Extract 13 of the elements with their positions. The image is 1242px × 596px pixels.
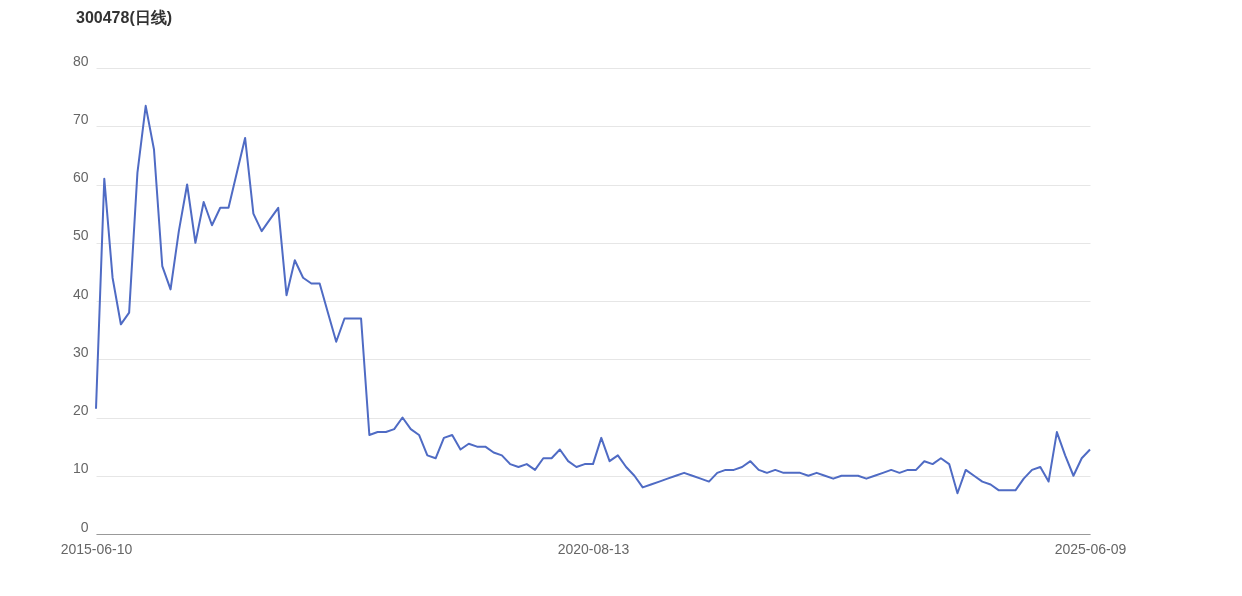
y-tick-label: 40 [72,285,89,302]
y-tick-label: 50 [72,227,89,244]
x-tick-label: 2020-08-13 [557,540,630,557]
y-tick-label: 60 [72,169,89,185]
y-tick-label: 80 [72,52,89,69]
y-tick-label: 20 [72,402,89,418]
y-tick-label: 30 [72,343,89,360]
chart-title: 300478(日线) [76,9,173,26]
x-tick-label: 2015-06-10 [60,540,133,557]
y-tick-label: 10 [72,460,89,477]
x-tick-label: 2025-06-09 [1054,540,1127,557]
y-tick-label: 70 [72,110,89,127]
y-tick-label: 0 [80,518,89,535]
